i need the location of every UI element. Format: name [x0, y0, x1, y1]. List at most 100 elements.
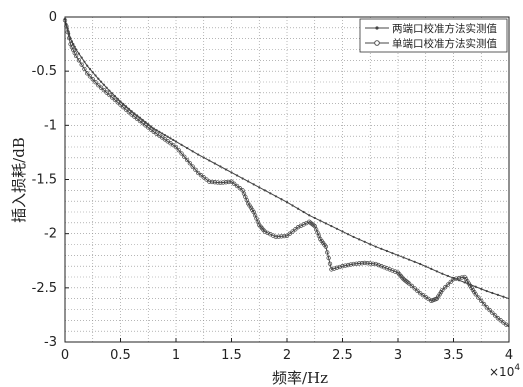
data-point [77, 52, 80, 55]
data-point [208, 159, 211, 162]
data-point [108, 89, 111, 92]
data-point [502, 295, 505, 298]
data-point [88, 67, 92, 71]
data-point [94, 74, 97, 77]
data-point [352, 235, 355, 239]
data-point [107, 92, 112, 98]
data-point [434, 296, 440, 301]
legend-label-two-port: 两端口校准方法实测值 [392, 22, 497, 35]
data-point [169, 137, 172, 140]
data-point [245, 201, 251, 206]
data-point [224, 168, 228, 171]
data-point [83, 60, 86, 63]
y-tick-label: -1.5 [32, 173, 57, 188]
data-point [111, 92, 114, 95]
data-point [406, 281, 412, 286]
data-point [87, 74, 93, 79]
data-point [209, 179, 215, 185]
data-point [155, 129, 158, 132]
data-point [343, 263, 348, 268]
data-point [440, 287, 445, 293]
x-tick-label: 2 [283, 348, 291, 363]
data-point [105, 86, 108, 89]
data-point [147, 123, 150, 126]
data-point [443, 285, 448, 290]
data-point [273, 234, 279, 240]
y-tick-label: -0.5 [32, 64, 57, 79]
data-point [326, 255, 331, 261]
data-point [80, 56, 83, 59]
legend-label-single-port: 单端口校准方法实测值 [392, 37, 497, 50]
data-point [451, 277, 456, 282]
data-point [430, 267, 433, 270]
data-point [70, 40, 74, 43]
data-point [413, 260, 416, 263]
data-point [191, 150, 194, 153]
data-point [480, 287, 483, 291]
data-point [163, 133, 166, 137]
x-tick-label: 1.5 [221, 348, 242, 363]
data-point [122, 102, 125, 106]
data-point [435, 270, 438, 273]
data-point [144, 120, 147, 124]
data-point [391, 252, 394, 255]
data-point [498, 318, 503, 323]
data-point [330, 224, 333, 228]
data-point [118, 102, 123, 107]
data-point [454, 276, 459, 281]
data-point [337, 264, 342, 270]
legend-box [359, 18, 508, 53]
data-point [102, 83, 105, 86]
data-point [485, 289, 488, 293]
data-point [491, 291, 494, 295]
data-point [287, 231, 292, 236]
data-point [113, 94, 117, 98]
data-point [351, 261, 356, 267]
data-point [468, 283, 473, 288]
data-point [284, 233, 290, 238]
data-point [91, 71, 94, 74]
data-point [473, 292, 478, 297]
data-point [285, 201, 289, 204]
data-point [186, 146, 189, 150]
data-point [132, 114, 137, 119]
x-tick-label: 4 [505, 348, 513, 363]
x-tick-label: 1 [172, 348, 180, 363]
data-point [387, 267, 392, 272]
data-point [441, 272, 444, 275]
data-point [329, 267, 334, 272]
data-point [348, 262, 353, 267]
data-point [213, 162, 216, 165]
data-point [123, 107, 129, 112]
x-tick-label: 0.5 [110, 348, 131, 363]
data-point [396, 254, 400, 257]
data-point [219, 165, 222, 168]
data-point [82, 66, 87, 72]
data-point [110, 95, 115, 100]
data-point [369, 243, 372, 246]
x-tick-labels: 0 0.5 1 1.5 2 2.5 3 3.5 4 [61, 338, 513, 363]
data-point [437, 292, 442, 297]
data-point [472, 290, 477, 295]
series-lines [62, 18, 510, 328]
data-point [149, 125, 153, 128]
x-axis-label: 频率/Hz [272, 369, 328, 387]
data-point [291, 204, 294, 207]
data-point [327, 261, 333, 266]
data-point [98, 85, 104, 90]
data-point [198, 173, 204, 178]
data-point [412, 286, 417, 291]
data-point [358, 238, 361, 241]
data-point [504, 322, 509, 327]
data-point [357, 261, 362, 266]
data-point [193, 167, 198, 172]
legend: 两端口校准方法实测值 单端口校准方法实测值 [359, 18, 508, 53]
data-point [446, 274, 450, 278]
data-point [161, 132, 164, 135]
data-point [479, 298, 484, 303]
data-point [237, 186, 242, 191]
data-point [180, 143, 183, 146]
x-tick-label: 3.5 [443, 348, 464, 363]
data-point [370, 261, 376, 266]
data-point [90, 77, 95, 82]
